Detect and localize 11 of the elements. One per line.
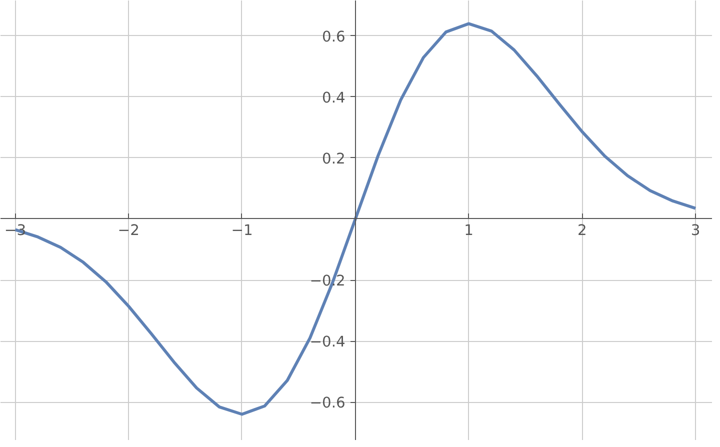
x-tick-label: 3 <box>690 222 700 239</box>
y-tick-label: −0.4 <box>310 334 346 351</box>
y-tick-label: 0.4 <box>322 89 346 106</box>
y-tick-label: 0.6 <box>322 28 346 46</box>
y-tick-label: 0.2 <box>322 150 346 168</box>
x-tick-label: −2 <box>118 222 140 239</box>
y-tick-label: −0.6 <box>310 394 346 412</box>
x-tick-label: 1 <box>464 222 474 239</box>
x-tick-label: −3 <box>4 222 26 239</box>
x-tick-label: 2 <box>577 222 587 239</box>
x-tick-label: −1 <box>231 222 253 239</box>
